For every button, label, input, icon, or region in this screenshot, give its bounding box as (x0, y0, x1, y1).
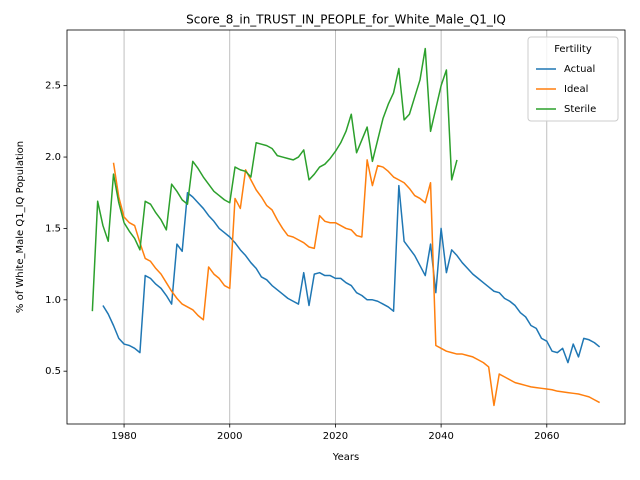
chart-title: Score_8_in_TRUST_IN_PEOPLE_for_White_Mal… (186, 13, 506, 27)
x-tick-label: 2020 (323, 431, 348, 442)
x-tick-label: 1980 (111, 431, 136, 442)
legend-box (527, 36, 619, 122)
legend-label: Actual (564, 64, 595, 75)
y-tick-label: 1.0 (45, 295, 61, 306)
y-tick-label: 1.5 (45, 223, 61, 234)
plot-frame (66, 29, 626, 425)
legend-label: Sterile (564, 104, 596, 115)
series-line (91, 47, 458, 312)
legend-title: Fertility (554, 44, 592, 55)
y-tick-label: 0.5 (45, 366, 61, 377)
x-tick-label: 2060 (534, 431, 559, 442)
series-line (112, 159, 600, 407)
y-tick-label: 2.0 (45, 152, 61, 163)
legend: Fertility Actual Ideal Sterile (527, 36, 619, 122)
y-tick-label: 2.5 (45, 81, 61, 92)
y-axis-label: % of White_Male Q1_IQ Population (15, 141, 26, 313)
x-axis-label: Years (332, 452, 359, 463)
x-tick-label: 2000 (217, 431, 242, 442)
x-tick-label: 2040 (428, 431, 453, 442)
series-line (102, 184, 601, 364)
legend-label: Ideal (564, 84, 588, 95)
